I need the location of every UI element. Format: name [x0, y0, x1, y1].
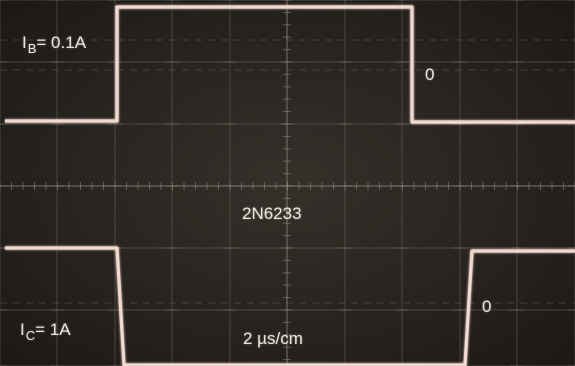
- collector-current-subscript: C: [25, 328, 36, 343]
- base-current-trace: [5, 5, 575, 124]
- device-label: 2N6233: [242, 204, 302, 223]
- collector-current-symbol: I: [20, 320, 25, 339]
- collector-current-trace: [5, 246, 575, 366]
- base-current-symbol: I: [22, 33, 27, 52]
- collector-current-value: = 1A: [35, 320, 71, 339]
- collector-current-label: IC= 1A: [20, 320, 71, 342]
- waveform-traces: [5, 5, 575, 366]
- zero-level-top: 0: [425, 65, 435, 84]
- timebase-label: 2 µs/cm: [243, 329, 303, 348]
- zero-level-bottom: 0: [482, 297, 492, 316]
- base-current-subscript: B: [27, 41, 37, 56]
- base-current-label: IB= 0.1A: [22, 33, 87, 55]
- base-current-value: = 0.1A: [36, 33, 87, 52]
